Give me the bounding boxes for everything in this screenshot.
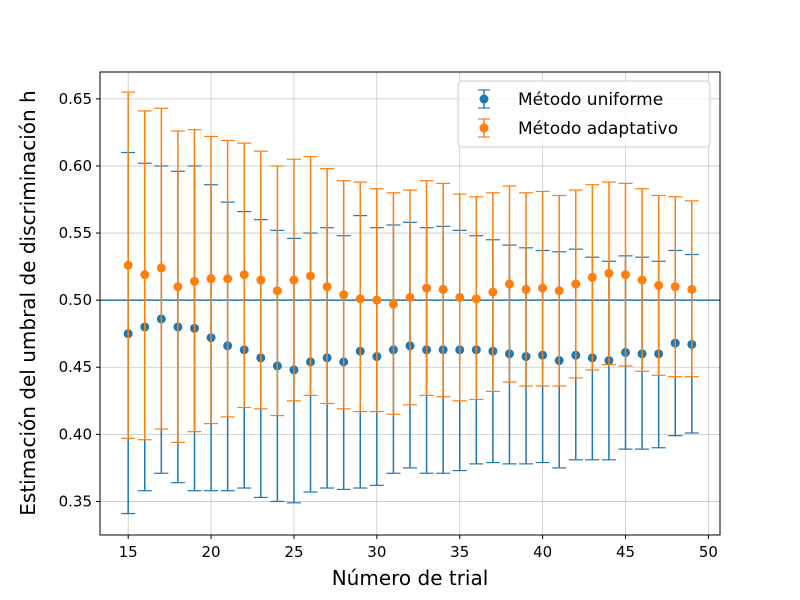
- y-tick-label: 0.65: [59, 90, 92, 108]
- data-point: [405, 292, 415, 302]
- x-tick-label: 35: [450, 543, 469, 561]
- legend-marker: [479, 123, 489, 133]
- data-point: [538, 283, 548, 293]
- data-point: [637, 275, 647, 285]
- y-axis-label: Estimación del umbral de discriminación …: [16, 90, 40, 515]
- data-point: [587, 272, 597, 282]
- data-point: [654, 280, 664, 290]
- data-point: [256, 275, 266, 285]
- data-point: [554, 286, 564, 296]
- legend-marker: [479, 94, 489, 104]
- series-2: [121, 91, 699, 443]
- data-point: [687, 284, 697, 294]
- data-point: [621, 270, 631, 280]
- legend-label: Método adaptativo: [518, 119, 678, 139]
- legend-frame: [457, 80, 711, 148]
- x-tick-label: 30: [367, 543, 386, 561]
- data-point: [455, 292, 465, 302]
- plot-frame: [99, 71, 721, 536]
- x-axis-ticks: 15 20 25 30 35 40 45 50: [119, 535, 718, 561]
- data-point: [140, 270, 150, 280]
- x-tick-label: 25: [284, 543, 303, 561]
- data-point: [123, 260, 133, 270]
- data-point: [223, 274, 233, 284]
- data-point: [488, 287, 498, 297]
- x-axis-label: Número de trial: [332, 566, 489, 590]
- y-tick-label: 0.55: [59, 224, 92, 242]
- x-tick-label: 15: [119, 543, 138, 561]
- legend: Método uniforme Método adaptativo: [457, 80, 711, 148]
- data-point: [189, 276, 199, 286]
- data-point: [272, 286, 282, 296]
- data-point: [422, 283, 432, 293]
- data-point: [604, 268, 614, 278]
- data-point: [173, 282, 183, 292]
- x-tick-label: 50: [699, 543, 718, 561]
- y-axis-ticks: 0.35 0.40 0.45 0.50 0.55 0.60 0.65: [59, 90, 100, 510]
- data-point: [339, 290, 349, 300]
- data-point: [355, 294, 365, 304]
- data-point: [438, 284, 448, 294]
- x-tick-label: 45: [616, 543, 635, 561]
- data-point: [471, 294, 481, 304]
- data-point: [571, 279, 581, 289]
- data-point: [388, 299, 398, 309]
- y-tick-label: 0.45: [59, 358, 92, 376]
- legend-item-2: Método adaptativo: [478, 118, 678, 139]
- data-point: [239, 270, 249, 280]
- y-tick-label: 0.35: [59, 492, 92, 510]
- data-point: [156, 263, 166, 273]
- legend-item-1: Método uniforme: [478, 89, 663, 110]
- x-tick-label: 40: [533, 543, 552, 561]
- data-point: [206, 274, 216, 284]
- series-layer: [121, 91, 699, 515]
- data-point: [670, 282, 680, 292]
- data-point: [521, 284, 531, 294]
- data-point: [504, 279, 514, 289]
- data-point: [289, 275, 299, 285]
- x-tick-label: 20: [202, 543, 221, 561]
- data-point: [322, 282, 332, 292]
- y-tick-label: 0.60: [59, 157, 92, 175]
- data-point: [372, 295, 382, 305]
- data-point: [306, 271, 316, 281]
- y-tick-label: 0.50: [59, 291, 92, 309]
- legend-label: Método uniforme: [518, 90, 663, 110]
- y-tick-label: 0.40: [59, 425, 92, 443]
